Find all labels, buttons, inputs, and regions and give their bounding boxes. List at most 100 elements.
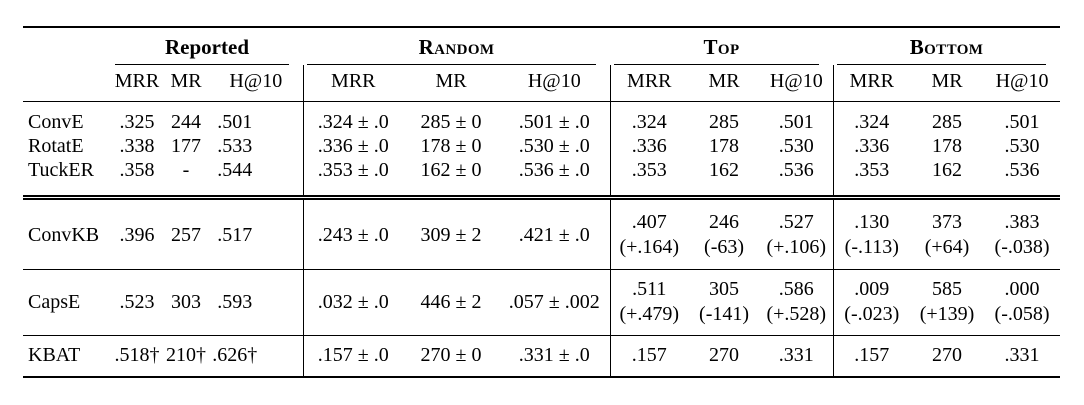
cell-bottom-mrr: .009 (-.023) [833, 269, 911, 336]
subheader-reported-h10: H@10 [209, 65, 304, 102]
subheader-bottom-mr: MR [910, 65, 985, 102]
cell-bottom-h10: .501 [1004, 111, 1040, 133]
cell-delta: (+.479) [619, 303, 680, 325]
cell-value: 305 [709, 278, 740, 300]
cell-reported-mr: 210† [163, 335, 209, 378]
table-row-convkb: ConvKB .396 257 .517 .243 ± .0 309 ± 2 .… [23, 197, 1061, 270]
cell-top-mrr: .157 [610, 335, 689, 378]
cell-top-mrr: .353 [610, 159, 689, 200]
cell-reported-mr: - [163, 159, 209, 200]
cell-bottom-mr: 585 (+139) [910, 269, 985, 336]
cell-value: .383 [1004, 211, 1040, 233]
cell-random-mr: 270 ± 0 [403, 335, 500, 378]
cell-top-mr: 162 [688, 159, 761, 200]
cell-value: .000 [1004, 278, 1040, 300]
results-table: Reported Random Top Bottom MRR [23, 26, 1061, 378]
cell-reported-h10: .626† [209, 335, 304, 378]
cell-reported-mr: 177 [171, 135, 201, 157]
cell-delta: (-.023) [844, 303, 900, 325]
model-name: RotatE [28, 135, 84, 157]
cell-random-mrr: .032 ± .0 [303, 269, 404, 336]
cell-bottom-h10: .000 (-.058) [984, 269, 1061, 336]
cell-random-mr: 162 ± 0 [403, 159, 500, 200]
cell-bottom-mr: 178 [932, 135, 963, 157]
model-name: ConvKB [23, 197, 111, 270]
metric-header-row: MRR MR H@10 MRR MR H@10 MRR MR H@10 MRR … [23, 65, 1061, 102]
cell-reported-h10: .593 [209, 269, 304, 336]
cell-bottom-mr: 285 [932, 111, 963, 133]
subheader-bottom-h10: H@10 [984, 65, 1061, 102]
cell-bottom-h10: .536 [984, 159, 1061, 200]
cell-random-h10: .530 ± .0 [499, 134, 611, 159]
cell-bottom-mrr: .336 [854, 135, 890, 157]
cell-top-mrr: .407 (+.164) [610, 197, 689, 270]
cell-random-h10: .501 ± .0 [499, 101, 611, 134]
cell-reported-h10: .533 [209, 134, 304, 159]
cell-random-mr: 285 ± 0 [420, 111, 482, 133]
cell-delta: (-141) [699, 303, 750, 325]
cell-delta: (+64) [924, 236, 970, 258]
cmidrule-reported [115, 64, 290, 65]
cell-delta: (-.113) [844, 236, 899, 258]
cell-random-mr: 178 ± 0 [420, 135, 482, 157]
subheader-reported-mrr: MRR [111, 65, 163, 102]
group-header-reported: Reported [111, 26, 304, 65]
group-header-random: Random [303, 26, 611, 65]
cell-top-mr: 270 [688, 335, 761, 378]
cell-bottom-mrr: .353 [833, 159, 911, 200]
cell-top-h10: .530 [760, 134, 834, 159]
cell-value: .009 [854, 278, 890, 300]
table-row-conve: ConvE .325 244 .501 .324 ± .0 285 ± 0 .5… [23, 101, 1060, 134]
cell-top-mr: 178 [709, 135, 740, 157]
cell-random-mr: 309 ± 2 [403, 197, 500, 270]
subheader-random-mrr: MRR [303, 65, 404, 102]
cell-reported-mr: 244 [171, 111, 201, 133]
cell-reported-mrr: .358 [111, 159, 163, 200]
subheader-bottom-mrr: MRR [833, 65, 911, 102]
cell-random-mrr: .243 ± .0 [303, 197, 404, 270]
cell-random-mrr: .336 ± .0 [317, 135, 389, 157]
group-header-row: Reported Random Top Bottom [23, 26, 1061, 65]
table-row-tucker: TuckER .358 - .544 .353 ± .0 162 ± 0 .53… [23, 159, 1061, 200]
cell-bottom-h10: .530 [1004, 135, 1040, 157]
model-name: ConvE [28, 111, 84, 133]
cell-top-h10: .586 (+.528) [760, 269, 834, 336]
cell-delta: (-.058) [994, 303, 1050, 325]
cell-value: .407 [631, 211, 667, 233]
cell-top-mr: 305 (-141) [688, 269, 761, 336]
cell-value: .130 [854, 211, 890, 233]
cell-delta: (-.038) [994, 236, 1050, 258]
group-header-top: Top [610, 26, 834, 65]
cell-value: .511 [632, 278, 667, 300]
cell-reported-mrr: .338 [119, 135, 155, 157]
cell-delta: (+.106) [766, 236, 827, 258]
cell-reported-mrr: .325 [119, 111, 155, 133]
cell-reported-h10: .501 [209, 101, 304, 134]
cell-top-mrr: .511 (+.479) [610, 269, 689, 336]
subheader-top-mrr: MRR [610, 65, 689, 102]
cell-reported-mr: 303 [163, 269, 209, 336]
cell-random-h10: .331 ± .0 [499, 335, 611, 378]
group-label-reported: Reported [165, 35, 249, 59]
cell-reported-mrr: .518† [111, 335, 163, 378]
cell-top-mr: 285 [709, 111, 740, 133]
subheader-reported-mr: MR [163, 65, 209, 102]
group-label-bottom: Bottom [909, 35, 984, 59]
cell-top-h10: .536 [760, 159, 834, 200]
cell-bottom-mrr: .324 [854, 111, 890, 133]
table-row-kbat: KBAT .518† 210† .626† .157 ± .0 270 ± 0 … [23, 335, 1061, 378]
cell-reported-h10: .517 [209, 197, 304, 270]
cell-value: 373 [932, 211, 963, 233]
model-name: TuckER [23, 159, 111, 200]
cell-random-mr: 446 ± 2 [403, 269, 500, 336]
cell-top-mr: 246 (-63) [688, 197, 761, 270]
cell-bottom-mrr: .157 [833, 335, 911, 378]
cell-random-h10: .057 ± .002 [499, 269, 611, 336]
cell-bottom-mr: 373 (+64) [910, 197, 985, 270]
cmidrule-top [614, 64, 820, 65]
cell-delta: (+139) [919, 303, 975, 325]
cell-delta: (+.528) [766, 303, 827, 325]
subheader-random-mr: MR [403, 65, 500, 102]
cell-top-h10: .501 [760, 101, 834, 134]
